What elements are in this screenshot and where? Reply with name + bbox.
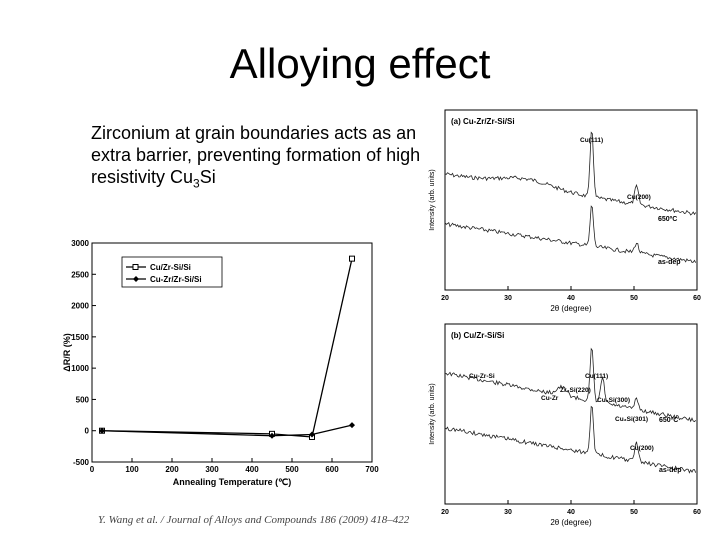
xrd-trace-1 [444, 347, 696, 423]
trace-label: 650ºC [658, 216, 677, 223]
x-axis-label: 2θ (degree) [550, 304, 592, 313]
legend-marker [133, 276, 139, 282]
x-tick-label: 50 [630, 509, 638, 516]
peak-label: Cu(200) [627, 194, 651, 201]
x-tick-label: 30 [504, 509, 512, 516]
x-tick-label: 40 [567, 295, 575, 302]
body-text-main: Zirconium at grain boundaries acts as an… [91, 123, 421, 187]
xrd-panel-a: (a) Cu-Zr/Zr-Si/Si 20 30 40 50 60 2θ (degree) I… [429, 109, 701, 313]
x-tick-label: 40 [567, 509, 575, 516]
peak-label: Zr₃Si(220) [560, 387, 591, 394]
x-tick-label: 500 [285, 465, 299, 474]
xrd-panel-b: (b) Cu/Zr-Si/Si 20 30 40 50 60 2θ (degree) Inte… [429, 323, 701, 527]
xrd-trace-2 [444, 205, 697, 263]
trace-label: as-dep [658, 259, 681, 266]
x-tick-label: 400 [245, 465, 259, 474]
data-point [99, 427, 105, 434]
data-point [349, 255, 355, 262]
y-tick-label: 2000 [71, 302, 89, 311]
x-axis-label: 2θ (degree) [550, 518, 592, 527]
peak-label: Cu₃Si(301) [615, 416, 648, 423]
data-point [309, 431, 315, 438]
peak-label: Cu-Zr-Si [469, 373, 495, 380]
legend: Cu/Zr-Si/Si Cu-Zr/Zr-Si/Si [121, 256, 223, 288]
series-line-2 [101, 424, 353, 437]
peak-label: Cu(200) [630, 445, 654, 452]
x-tick-label: 50 [630, 295, 638, 302]
peak-label: Cu₃Si(300) [597, 397, 630, 404]
body-text-tail: Si [199, 167, 216, 187]
xrd-trace-1 [444, 131, 697, 216]
panel-label: (a) Cu-Zr/Zr-Si/Si [451, 117, 515, 126]
legend-label: Cu/Zr-Si/Si [150, 263, 191, 272]
citation: Y. Wang et al. / Journal of Alloys and C… [98, 514, 410, 526]
y-axis-label: Intensity (arb. units) [429, 169, 436, 230]
y-axis-label: ΔR/R (%) [62, 333, 72, 371]
y-tick-label: 3000 [71, 239, 89, 248]
x-tick-label: 200 [165, 465, 179, 474]
x-tick-label: 100 [125, 465, 139, 474]
peak-label: Cu(111) [580, 137, 603, 144]
x-tick-label: 20 [441, 509, 449, 516]
x-axis-label: Annealing Temperature (℃) [173, 477, 291, 487]
trace-label: as-dep [659, 467, 682, 474]
data-point [349, 422, 355, 429]
y-tick-label: 0 [85, 427, 90, 436]
panel-label: (b) Cu/Zr-Si/Si [451, 331, 504, 340]
body-text-subscript: 3 [193, 176, 200, 191]
x-tick-label: 300 [205, 465, 219, 474]
y-tick-label: 1000 [71, 364, 89, 373]
y-tick-label: -500 [73, 458, 90, 467]
legend-marker [132, 264, 139, 270]
data-point [269, 432, 275, 439]
y-axis-label: Intensity (arb. units) [429, 383, 436, 444]
page-title: Alloying effect [229, 40, 491, 87]
x-tick-label: 0 [90, 465, 95, 474]
trace-label: 650ºC [659, 417, 678, 424]
peak-label: Cu-Zr [541, 395, 559, 402]
legend-label: Cu-Zr/Zr-Si/Si [150, 275, 202, 284]
y-tick-label: 2500 [71, 270, 89, 279]
xrd-trace-2 [444, 405, 697, 474]
y-tick-label: 1500 [71, 333, 89, 342]
x-tick-label: 60 [693, 509, 701, 516]
plot-frame [444, 323, 698, 505]
x-tick-label: 60 [693, 295, 701, 302]
body-text: Zirconium at grain boundaries acts as an… [91, 122, 421, 195]
legend-box [121, 256, 223, 288]
x-tick-label: 30 [504, 295, 512, 302]
peak-label: Cu(111) [585, 373, 608, 380]
x-tick-label: 600 [325, 465, 339, 474]
x-tick-label: 700 [365, 465, 379, 474]
plot-frame [91, 242, 373, 463]
x-tick-label: 20 [441, 295, 449, 302]
y-tick-label: 500 [76, 395, 90, 404]
